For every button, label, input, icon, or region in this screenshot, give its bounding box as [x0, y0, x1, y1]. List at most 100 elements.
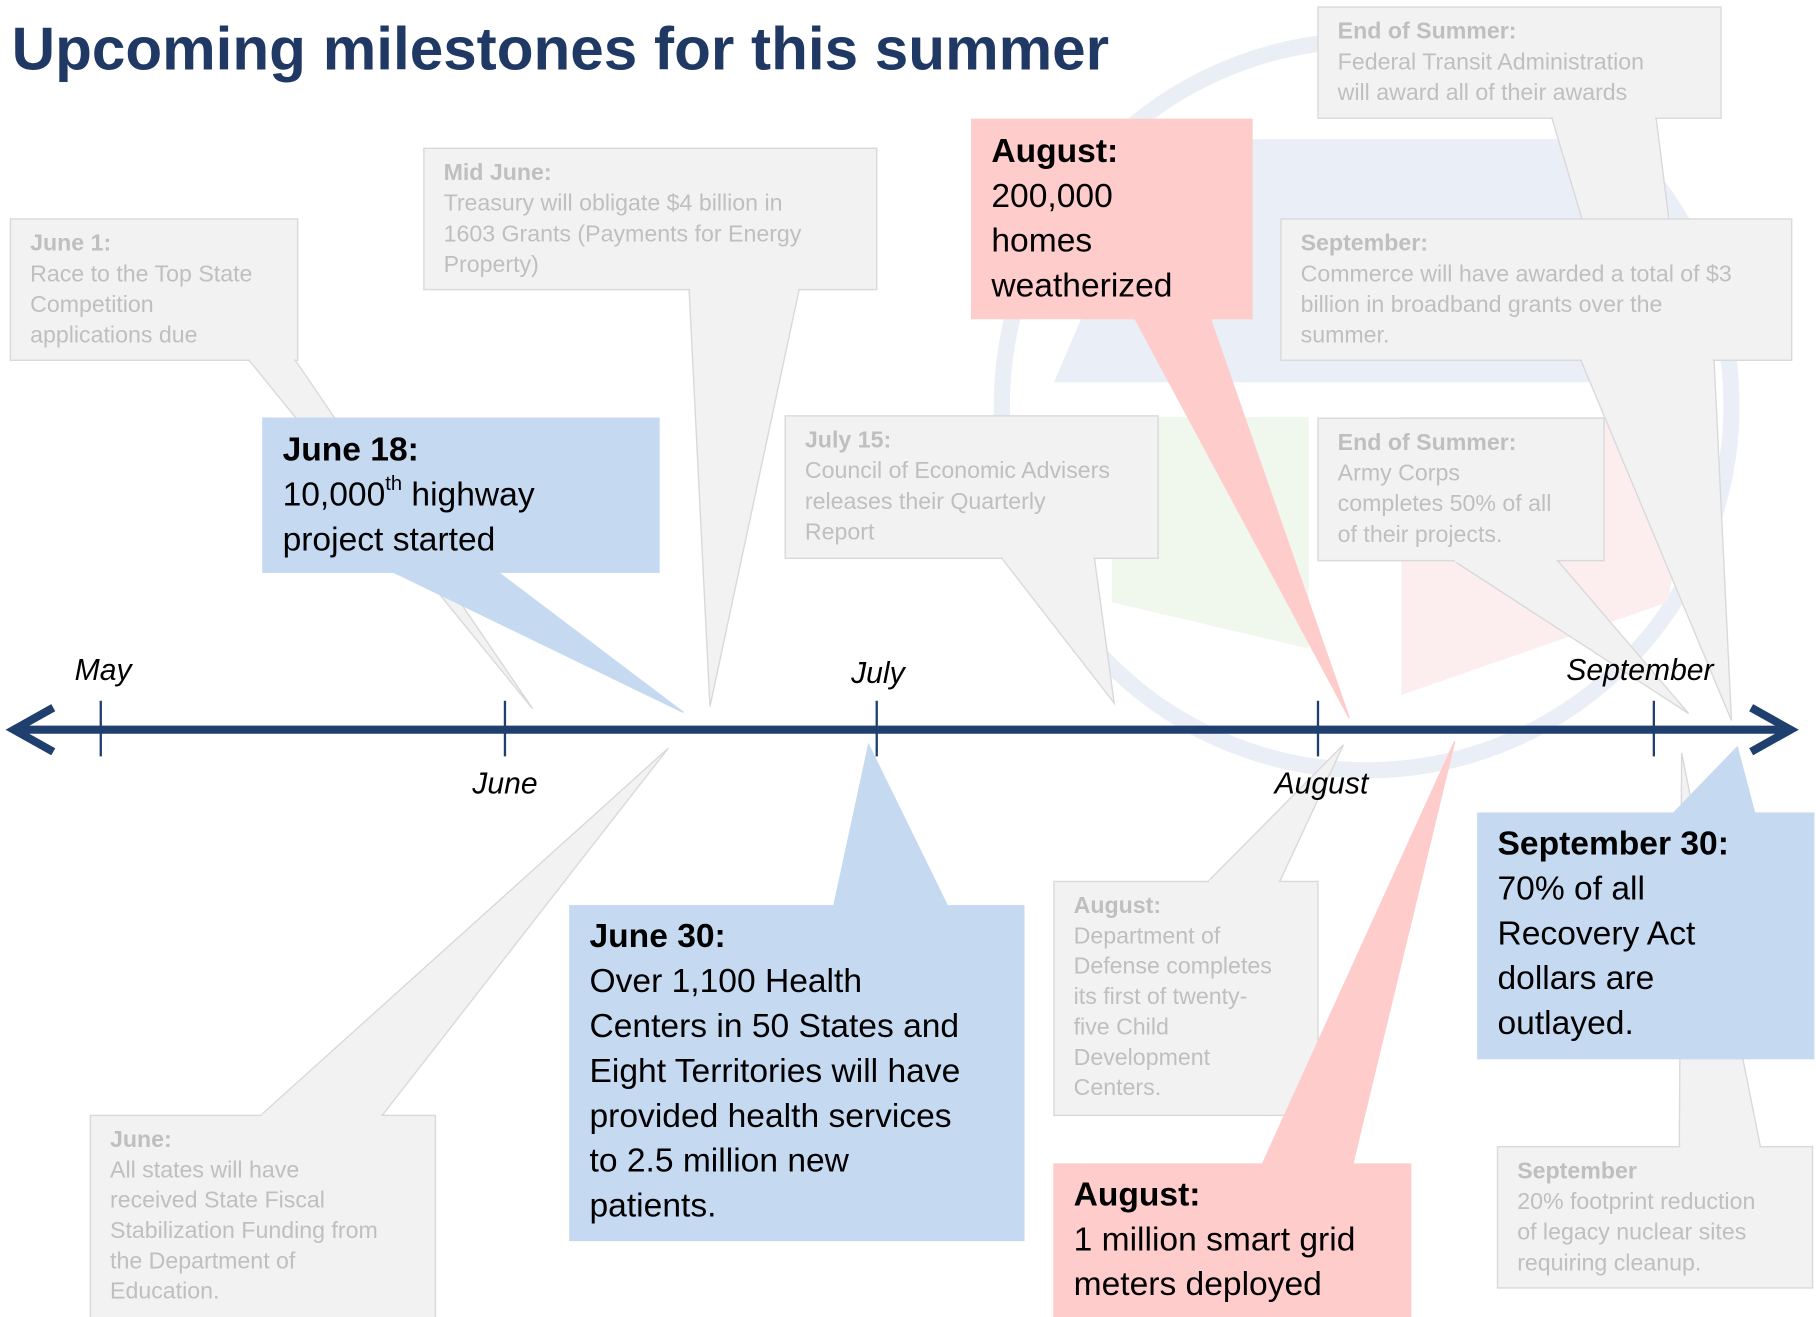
callout-line: of legacy nuclear sites — [1517, 1219, 1746, 1245]
callout-line: dollars are — [1498, 960, 1655, 997]
callout-line: five Child — [1074, 1013, 1169, 1039]
callout-heading: June 1: — [30, 230, 111, 256]
callout-box — [1317, 6, 1722, 119]
callout-line: will award all of their awards — [1337, 79, 1628, 105]
callout-seam — [1680, 1144, 1760, 1149]
callout-line: 10,000th highway — [283, 473, 535, 513]
callout-line: weatherized — [990, 268, 1172, 305]
callout-line: Treasury will obligate $4 billion in — [444, 190, 783, 216]
callout-box — [784, 415, 1159, 560]
callout-heading: September — [1517, 1157, 1637, 1183]
callout-box — [1053, 880, 1319, 1117]
callout-line-part: 10,000 — [283, 477, 386, 514]
callout-seam — [1553, 116, 1656, 120]
callout-line: 1603 Grants (Payments for Energy — [444, 220, 802, 246]
callout-line: billion in broadband grants over the — [1301, 291, 1663, 317]
callout-seam — [1674, 811, 1754, 815]
callout-box — [262, 417, 660, 573]
callout-line: Development — [1074, 1044, 1211, 1070]
title: Upcoming milestones for this summer — [12, 15, 1110, 83]
callout-line: provided health services — [590, 1098, 952, 1135]
callout-seam — [1454, 558, 1557, 563]
callout-heading: August: — [991, 133, 1118, 170]
callout-line: Over 1,100 Health — [590, 963, 863, 1000]
callout-line: project started — [283, 522, 496, 559]
callout-heading: End of Summer: — [1338, 429, 1517, 455]
callout-pointer — [1000, 557, 1116, 706]
callout: June 18: 10,000th highway project started — [262, 417, 684, 713]
callout: September: Commerce will have awarded a t… — [1280, 218, 1793, 721]
callout: September 30: 70% of all Recovery Act dolla… — [1477, 745, 1815, 1060]
callout-pointer — [688, 288, 800, 707]
callout-box — [1496, 1145, 1814, 1289]
callout-pointer — [393, 571, 684, 713]
callout-line: 1 million smart grid — [1074, 1221, 1356, 1258]
callout-line: Property) — [444, 251, 539, 277]
callout-line: of their projects. — [1338, 521, 1503, 547]
month-label: August — [1273, 767, 1370, 800]
callout-seam — [690, 287, 798, 292]
callout-line: Report — [805, 519, 875, 545]
callout-line: Centers in 50 States and — [590, 1008, 960, 1045]
callout: June 30: Over 1,100 Health Centers in 50 S… — [569, 742, 1025, 1242]
callout-box — [1280, 218, 1793, 361]
callout-heading: End of Summer: — [1338, 18, 1517, 44]
callout-heading: September 30: — [1498, 825, 1729, 862]
callout-seam — [250, 358, 295, 363]
callout-seam — [1209, 879, 1279, 884]
callout-heading: September: — [1301, 230, 1428, 256]
callout-box — [971, 118, 1253, 320]
callout-line: 20% footprint reduction — [1517, 1188, 1755, 1214]
callout-box — [423, 147, 878, 291]
callout-box — [9, 218, 299, 361]
callout-line: Race to the Top State — [30, 260, 252, 286]
callout-line-part: highway — [402, 477, 535, 514]
callout-seam — [394, 570, 497, 574]
arrowhead-right — [1749, 704, 1799, 756]
callout-line: received State Fiscal — [110, 1187, 325, 1213]
callout-line: Defense completes — [1074, 953, 1272, 979]
callout-line: Competition — [30, 291, 154, 317]
callout-box — [1053, 1163, 1412, 1317]
month-label: June — [471, 767, 537, 800]
callout-seam — [1136, 316, 1210, 321]
callout-seam — [1582, 358, 1713, 363]
callout-line: homes — [991, 223, 1092, 260]
callout-line: Federal Transit Administration — [1338, 48, 1644, 74]
callout-heading: June: — [110, 1126, 172, 1152]
callout-line: outlayed. — [1498, 1005, 1634, 1042]
arrowhead-left — [5, 704, 56, 756]
callout-line: its first of twenty- — [1074, 983, 1248, 1009]
callout-line: Stabilization Funding from — [110, 1217, 378, 1243]
callout-line: completes 50% of all — [1338, 490, 1552, 516]
callout: August: 200,000 homes weatherized — [971, 118, 1350, 719]
callout-box — [1477, 812, 1815, 1060]
callout-line: to 2.5 million new — [590, 1143, 850, 1180]
callout-line: Eight Territories will have — [590, 1053, 961, 1090]
callout-heading: Mid June: — [444, 159, 552, 185]
callout-line: patients. — [590, 1188, 717, 1225]
callout-line: meters deployed — [1074, 1266, 1322, 1303]
callout-line: applications due — [30, 322, 197, 348]
callout-line: releases their Quarterly — [805, 488, 1046, 514]
callout-heading: June 18: — [283, 432, 419, 469]
callout: End of Summer: Army Corps completes 50% of… — [1317, 417, 1690, 715]
callout-box — [1317, 417, 1605, 562]
callout-line: Education. — [110, 1278, 219, 1304]
month-label: September — [1566, 654, 1715, 687]
callout-heading: June 30: — [590, 918, 726, 955]
callout-line: Commerce will have awarded a total of $3 — [1301, 260, 1732, 286]
month-label: July — [850, 657, 906, 690]
callout-line: Council of Economic Advisers — [805, 457, 1110, 483]
callout-pointer — [833, 742, 949, 907]
callout-seam — [835, 904, 947, 908]
callout-line: Centers. — [1074, 1074, 1162, 1100]
month-label: May — [75, 654, 134, 687]
callout-line: summer. — [1301, 322, 1390, 348]
callout-line: All states will have — [110, 1156, 299, 1182]
callout-line: requiring cleanup. — [1517, 1249, 1701, 1275]
callout-line: Recovery Act — [1498, 915, 1696, 952]
callouts: June 1: Race to the Top State Competition a… — [9, 6, 1815, 1317]
callout-seam — [1263, 1162, 1352, 1166]
